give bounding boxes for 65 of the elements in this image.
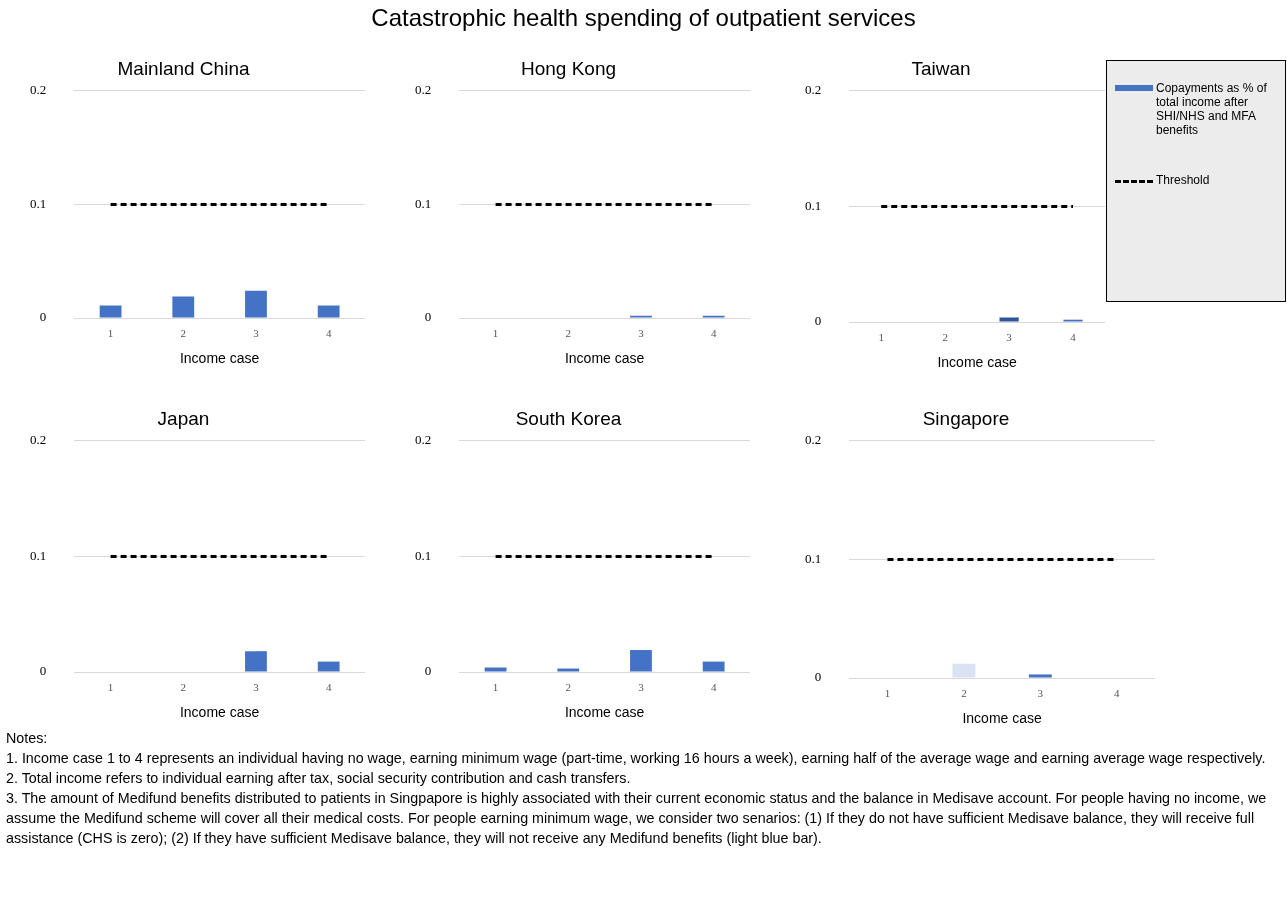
chart-title: Singapore bbox=[922, 407, 1010, 429]
y-tick-label: 0.1 bbox=[30, 547, 47, 563]
x-tick-label: 2 bbox=[180, 681, 187, 694]
chart-title: Mainland China bbox=[117, 57, 250, 79]
chart-title: Japan bbox=[157, 407, 210, 429]
x-tick-label: 4 bbox=[1070, 331, 1077, 344]
x-tick-label: 1 bbox=[107, 681, 114, 694]
x-tick-label: 2 bbox=[180, 327, 187, 340]
y-tick-label: 0.2 bbox=[30, 82, 47, 98]
chart-title: Hong Kong bbox=[520, 57, 617, 79]
y-tick-label: 0.1 bbox=[30, 195, 47, 211]
y-tick-label: 0.1 bbox=[415, 195, 432, 211]
x-tick-label: 1 bbox=[492, 327, 499, 340]
x-axis-title: Income case bbox=[564, 704, 645, 721]
x-axis-title: Income case bbox=[179, 350, 260, 367]
y-tick-label: 0.2 bbox=[805, 432, 822, 448]
x-tick-label: 4 bbox=[710, 681, 717, 694]
y-tick-label: 0.2 bbox=[30, 432, 47, 448]
x-tick-label: 4 bbox=[325, 681, 332, 694]
y-tick-label: 0.1 bbox=[805, 197, 822, 213]
x-tick-label: 2 bbox=[961, 687, 967, 700]
x-axis-title: Income case bbox=[179, 704, 260, 721]
chart-title: South Korea bbox=[515, 407, 622, 429]
x-tick-label: 2 bbox=[565, 681, 572, 694]
bar bbox=[99, 305, 122, 318]
x-tick-label: 4 bbox=[325, 327, 332, 340]
legend-label: Threshold bbox=[1156, 173, 1210, 187]
x-axis-title: Income case bbox=[564, 350, 645, 367]
y-tick-label: 0.2 bbox=[415, 432, 432, 448]
text: 3. The amount of Medifund benefits distributed to patients in Singpapore is highly associated with their current economic status and the balance in Medisave account. For people having no income, we assume the Medifund scheme will cover all their medical costs. For people earning minimum wage, we consider two senarios: (1) If they do not have sufficient Medisave balance, they will receive full assistance (CHS is zero); (2) If they have sufficient Medisave balance, they will not receive any Medifund benefits (light blue bar). bbox=[6, 789, 1268, 848]
x-tick-label: 2 bbox=[942, 331, 948, 344]
text: 1. Income case 1 to 4 represents an individual having no wage, earning minimum wage (part-time, working 16 hours a week), earning half of the average wage and earning average wage respectively. bbox=[6, 749, 1267, 768]
y-tick-label: 0 bbox=[424, 309, 432, 325]
x-tick-label: 1 bbox=[107, 327, 114, 340]
text: Notes: bbox=[6, 729, 49, 748]
bar bbox=[172, 296, 195, 318]
y-tick-label: 0.2 bbox=[415, 82, 432, 98]
x-tick-label: 3 bbox=[638, 681, 645, 694]
x-tick-label: 4 bbox=[1114, 687, 1121, 700]
x-tick-label: 3 bbox=[638, 327, 645, 340]
x-tick-label: 3 bbox=[1006, 331, 1013, 344]
y-tick-label: 0 bbox=[424, 663, 432, 679]
x-tick-label: 4 bbox=[710, 327, 717, 340]
y-tick-label: 0 bbox=[814, 313, 822, 329]
y-tick-label: 0 bbox=[39, 663, 47, 679]
y-tick-label: 0.2 bbox=[805, 82, 822, 98]
bar bbox=[317, 305, 340, 318]
x-tick-label: 1 bbox=[878, 331, 884, 344]
text: 2. Total income refers to individual earning after tax, social security contribution and cash transfers. bbox=[6, 769, 632, 788]
x-axis-title: Income case bbox=[937, 354, 1018, 371]
bar bbox=[245, 290, 267, 318]
x-tick-label: 1 bbox=[884, 687, 891, 700]
x-tick-label: 2 bbox=[565, 327, 572, 340]
y-tick-label: 0.1 bbox=[415, 547, 432, 563]
x-tick-label: 1 bbox=[492, 681, 499, 694]
x-tick-label: 3 bbox=[1037, 687, 1044, 700]
y-tick-label: 0 bbox=[814, 669, 822, 685]
y-tick-label: 0 bbox=[39, 309, 47, 325]
x-tick-label: 3 bbox=[253, 681, 260, 694]
legend-label: Copayments as % of total income after SHI/NHS and MFA benefits bbox=[1156, 81, 1268, 137]
x-axis-title: Income case bbox=[962, 710, 1043, 727]
y-tick-label: 0.1 bbox=[805, 550, 822, 566]
text: Catastrophic health spending of outpatient services bbox=[370, 4, 917, 32]
x-tick-label: 3 bbox=[253, 327, 260, 340]
chart-title: Taiwan bbox=[911, 57, 971, 79]
